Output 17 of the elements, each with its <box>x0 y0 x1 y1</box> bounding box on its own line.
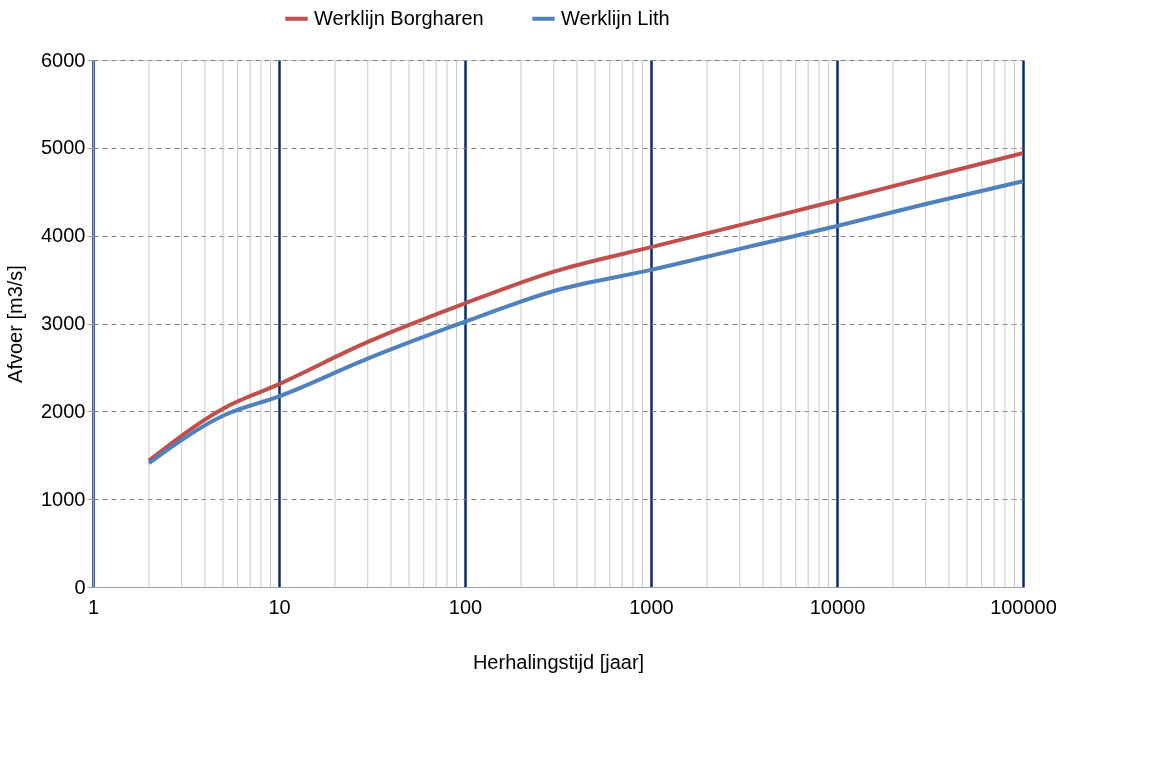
y-tick-label: 5000 <box>41 136 86 159</box>
x-tick-label: 100 <box>448 595 483 618</box>
legend-label: Werklijn Borgharen <box>314 6 484 29</box>
x-tick-label: 1 <box>87 595 100 618</box>
x-axis-title: Herhalingstijd [jaar] <box>472 650 645 673</box>
x-tick-label: 100000 <box>990 595 1057 618</box>
x-tick-label: 10 <box>268 595 291 618</box>
y-tick-label: 1000 <box>41 487 86 510</box>
legend-label: Werklijn Lith <box>561 6 670 29</box>
y-tick-label: 4000 <box>41 224 86 247</box>
y-tick-label: 2000 <box>41 399 86 422</box>
y-tick-label: 3000 <box>41 312 86 334</box>
y-axis-title: Afvoer [m3/s] <box>4 265 27 383</box>
x-tick-label: 1000 <box>629 595 674 618</box>
y-tick-label: 0 <box>74 575 86 598</box>
y-tick-label: 6000 <box>41 48 86 71</box>
x-tick-label: 10000 <box>809 595 866 618</box>
